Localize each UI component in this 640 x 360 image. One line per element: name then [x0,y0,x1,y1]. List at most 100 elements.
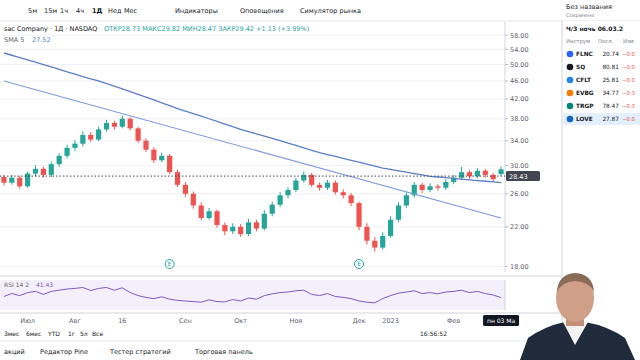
symbol[interactable]: SQ [576,64,585,70]
plot-area [0,53,505,252]
interval-button[interactable]: Нед [108,7,122,15]
tick-label: 34.00 [510,137,529,145]
range-button[interactable]: 1г [68,330,75,337]
candle-body [214,211,219,225]
price-tag-label: 28.43 [509,173,528,181]
candle-body [183,185,188,194]
price-line [0,176,505,177]
candle-body [278,195,283,204]
toolbar-button[interactable]: Индикаторы [175,7,218,15]
candle-body [341,192,346,195]
bottom-tab[interactable]: Редактор Pine [40,348,88,356]
candle-body [364,227,369,241]
symbol[interactable]: LOVE [576,116,593,122]
last-price: 20.74 [602,51,619,57]
sma-line [4,53,501,183]
grid-line [0,98,505,99]
candle-body [254,222,259,228]
tick-label: 26.00 [510,190,529,198]
grid-line [0,140,505,141]
background [0,0,640,360]
candle-body [135,128,140,140]
watchlist-title: Ч/З ночь 06.03.2 [566,25,623,32]
cursor-date-tag [483,315,519,326]
grid-line [0,226,505,227]
symbol-icon [567,51,574,58]
candle-body [230,227,235,232]
candle-body [404,195,409,205]
candle-body [120,119,125,127]
toolbar-button[interactable]: Оповещения [240,7,284,15]
symbol[interactable]: FLNC [576,51,593,57]
grid-line [0,49,505,50]
column-header: Инструм [566,38,590,45]
legend-value: 27.52 [32,36,51,44]
row-highlight [563,113,640,125]
earnings-label: E [357,260,361,267]
change: −0.3 [622,90,635,96]
column-header: Изм [623,38,634,44]
toolbar-button[interactable]: Симулятор рынка [300,7,361,15]
range-button[interactable]: YTD [47,330,60,337]
x-tick-label: Авг [69,317,81,325]
candle-body [293,181,298,190]
x-tick-label: Ноя [290,317,303,325]
range-button[interactable]: 6мес [26,330,41,337]
chart-title: sac Company · 1Д · NASDAQ [4,25,97,33]
grid-line [0,193,505,194]
candle-body [222,225,227,231]
tick-label: 50.00 [510,61,529,69]
candle-body [333,183,338,193]
candle-body [41,169,46,175]
screen: 18.0022.0026.0030.0034.0038.0042.0046.00… [0,0,640,360]
interval-button[interactable]: 5м [28,7,37,15]
interval-button[interactable]: 4ч [76,7,84,15]
candle-body [96,129,101,139]
candle-body [372,241,377,248]
x-tick-label: 16 [118,317,126,325]
tick-label: 46.00 [510,77,529,85]
layout-name[interactable]: Без названия [566,3,612,11]
bottom-tab[interactable]: Тестер стратегий [109,348,171,356]
tick-label: 58.00 [510,32,529,40]
interval-button[interactable]: 15м [44,7,57,15]
symbol[interactable]: CFLT [576,77,591,83]
x-tick-label: Дек [353,317,366,325]
candle-body [270,205,275,214]
candle-body [199,206,204,218]
range-button[interactable]: Все [92,330,103,337]
presenter-head [556,274,594,322]
earnings-marker[interactable] [165,260,174,269]
last-price: 27.87 [602,116,619,122]
rsi-line [4,288,501,303]
x-tick-label: Июл [20,317,35,325]
range-button[interactable]: 5л [80,330,88,337]
symbol-icon [567,77,574,84]
candle-body [396,206,401,220]
interval-button[interactable]: Мес [124,7,138,15]
candle-body [356,203,361,227]
candle-body [25,174,30,187]
candle-body [17,178,22,187]
candle-body [435,186,440,187]
bottom-tab[interactable]: акций [4,348,25,356]
candle-body [159,156,164,160]
column-header: Посл. [598,38,614,44]
interval-button[interactable]: 1Д [92,7,103,15]
bottom-tab[interactable]: Торговая панель [194,348,253,356]
interval-button[interactable]: 1ч [60,7,68,15]
earnings-marker[interactable] [355,260,364,269]
candle-body [191,194,196,206]
rsi-title: RSI 14 2 [4,281,29,288]
candle-body [325,183,330,188]
legend-label: SMA 5 [4,36,24,44]
candle-body [175,172,180,185]
symbol[interactable]: TRGP [576,103,594,109]
range-button[interactable]: 3мес [4,330,19,337]
x-tick-label: Окт [234,317,247,325]
candle-body [112,123,117,127]
candle-body [33,169,38,174]
candle-body [285,190,290,195]
symbol[interactable]: EVBG [576,90,594,96]
divider [0,341,562,342]
